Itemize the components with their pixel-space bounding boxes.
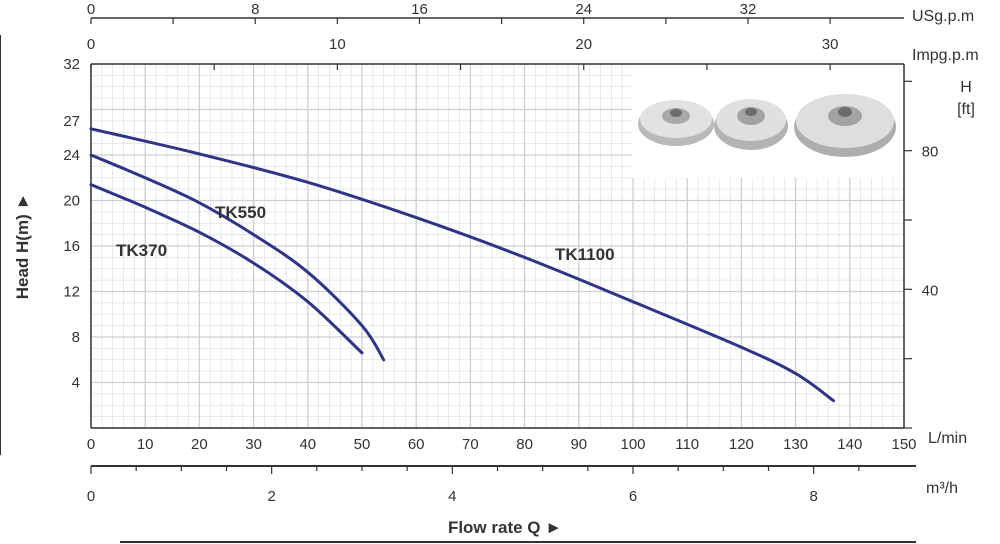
y-tick-label: 4 [72, 375, 80, 392]
y-axis-title: Head H(m) ► [13, 193, 32, 300]
m3h-tick-label: 6 [629, 488, 637, 505]
y-tick-label: 27 [63, 113, 80, 130]
plot-frame [0, 17, 916, 474]
impellers-photo [632, 64, 904, 178]
curve-tk550 [89, 153, 386, 362]
y-tick-label: 32 [63, 56, 80, 73]
x-tick-label: 130 [783, 436, 808, 453]
ft-unit-label-ft: [ft] [957, 101, 975, 118]
usgpm-tick-label: 32 [740, 1, 757, 18]
curve-tk370 [89, 183, 364, 355]
x-axis-title: Flow rate Q ► [448, 518, 562, 537]
x-tick-label: 120 [729, 436, 754, 453]
x-tick-label: 60 [408, 436, 425, 453]
x-tick-label: 100 [620, 436, 645, 453]
curve-tk1100 [89, 127, 835, 403]
curve-label-tk370: TK370 [116, 241, 167, 260]
axis-titles: Head H(m) ► Flow rate Q ► [13, 193, 916, 543]
ft-tick-label: 80 [922, 144, 939, 161]
curve-labels: TK370 TK550 TK1100 [116, 203, 615, 264]
x-tick-label: 140 [837, 436, 862, 453]
x-tick-label: 0 [87, 436, 95, 453]
x-tick-label: 150 [891, 436, 916, 453]
y-tick-label: 24 [63, 147, 80, 164]
ft-unit-label-h: H [960, 79, 972, 96]
usgpm-tick-label: 16 [411, 1, 428, 18]
impgpm-tick-label: 0 [87, 36, 95, 53]
m3h-tick-label: 2 [267, 488, 275, 505]
impeller-large [794, 94, 896, 157]
ft-tick-label: 40 [922, 282, 939, 299]
usgpm-tick-label: 8 [251, 1, 259, 18]
x-tick-label: 10 [137, 436, 154, 453]
impgpm-tick-label: 20 [575, 36, 592, 53]
usgpm-unit-label: USg.p.m [912, 8, 974, 25]
m3h-tick-label: 0 [87, 488, 95, 505]
m3h-tick-label: 4 [448, 488, 456, 505]
curve-label-tk1100: TK1100 [555, 245, 615, 264]
x-tick-label: 80 [516, 436, 533, 453]
x-tick-label: 30 [245, 436, 262, 453]
y-tick-label: 16 [63, 238, 80, 255]
impgpm-tick-label: 10 [329, 36, 346, 53]
curve-label-tk550: TK550 [215, 203, 266, 222]
x-tick-label: 90 [570, 436, 587, 453]
impgpm-tick-label: 30 [822, 36, 839, 53]
curves [89, 127, 835, 403]
impeller-small [638, 100, 714, 146]
usgpm-tick-label: 24 [575, 1, 592, 18]
x-tick-label: 50 [354, 436, 371, 453]
y-tick-label: 12 [63, 284, 80, 301]
impgpm-unit-label: Impg.p.m [912, 47, 979, 64]
m3h-tick-label: 8 [809, 488, 817, 505]
impeller-medium [714, 99, 788, 150]
x-unit-label: L/min [928, 430, 967, 447]
usgpm-tick-label: 0 [87, 1, 95, 18]
x-tick-label: 40 [299, 436, 316, 453]
x-tick-label: 110 [675, 436, 699, 453]
x-tick-label: 20 [191, 436, 208, 453]
y-tick-label: 20 [63, 193, 80, 210]
m3h-unit-label: m³/h [926, 480, 958, 497]
x-tick-label: 70 [462, 436, 479, 453]
y-tick-label: 8 [72, 329, 80, 346]
